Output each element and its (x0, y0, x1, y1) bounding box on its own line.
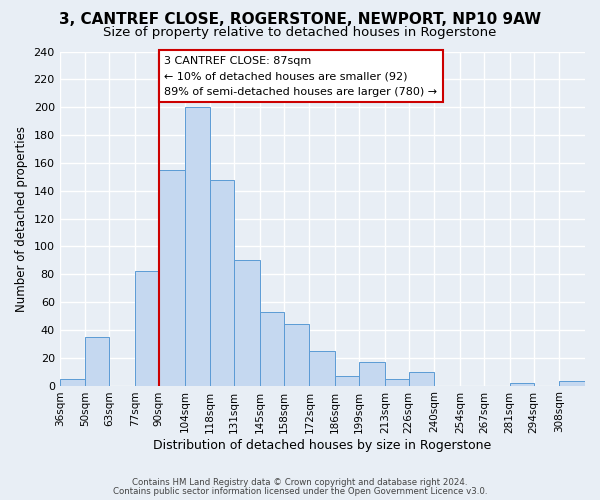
Text: 3, CANTREF CLOSE, ROGERSTONE, NEWPORT, NP10 9AW: 3, CANTREF CLOSE, ROGERSTONE, NEWPORT, N… (59, 12, 541, 28)
Bar (59, 378, 85, 386)
Bar (260, 312, 284, 386)
Bar (409, 372, 434, 386)
Text: Contains public sector information licensed under the Open Government Licence v3: Contains public sector information licen… (113, 487, 487, 496)
Bar (385, 378, 409, 386)
Bar (310, 351, 335, 386)
Bar (159, 170, 185, 386)
Text: Size of property relative to detached houses in Rogerstone: Size of property relative to detached ho… (103, 26, 497, 39)
Text: 3 CANTREF CLOSE: 87sqm
← 10% of detached houses are smaller (92)
89% of semi-det: 3 CANTREF CLOSE: 87sqm ← 10% of detached… (164, 56, 437, 97)
Bar (85, 337, 109, 386)
Bar (559, 382, 585, 386)
Bar (135, 272, 159, 386)
Text: Contains HM Land Registry data © Crown copyright and database right 2024.: Contains HM Land Registry data © Crown c… (132, 478, 468, 487)
Bar (335, 376, 359, 386)
Y-axis label: Number of detached properties: Number of detached properties (15, 126, 28, 312)
Bar (284, 324, 310, 386)
Bar (185, 107, 210, 386)
Bar (359, 362, 385, 386)
Bar (234, 260, 260, 386)
Bar (509, 383, 533, 386)
X-axis label: Distribution of detached houses by size in Rogerstone: Distribution of detached houses by size … (153, 440, 491, 452)
Bar (210, 180, 234, 386)
